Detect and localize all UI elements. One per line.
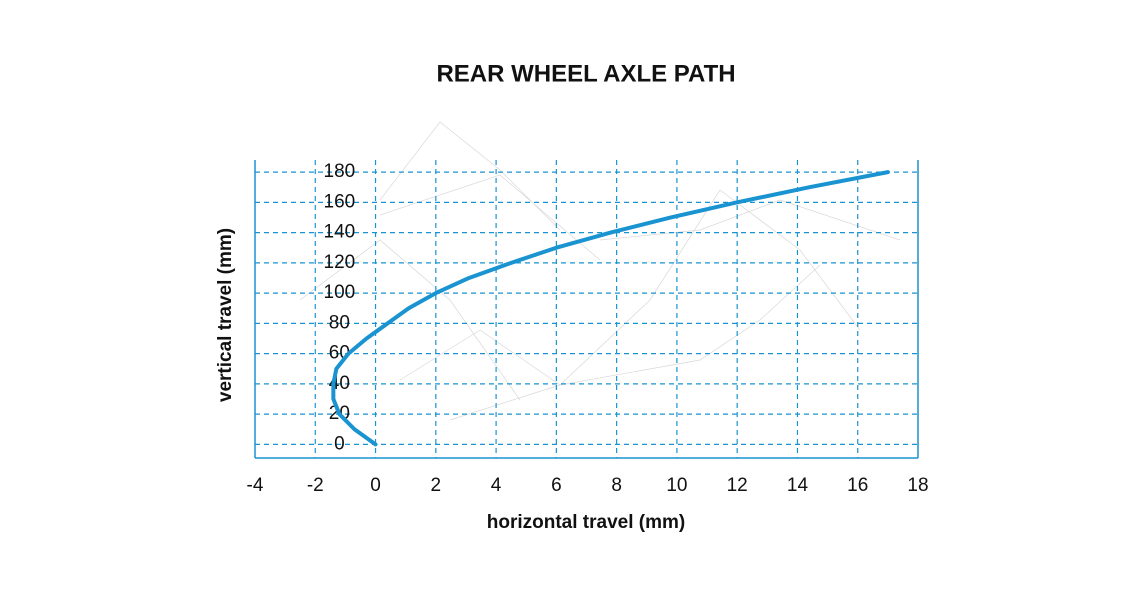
linkage-lines	[299, 121, 901, 421]
y-tick-label: 100	[324, 282, 356, 303]
x-tick-label: 14	[787, 475, 809, 496]
y-tick-label: 0	[334, 433, 345, 454]
x-tick-label: -2	[307, 475, 324, 496]
x-tick-label: 8	[611, 475, 622, 496]
y-tick-label: 140	[324, 222, 356, 243]
y-tick-label: 80	[329, 312, 350, 333]
y-tick-label: 160	[324, 191, 356, 212]
y-axis-title: vertical travel (mm)	[215, 228, 236, 402]
x-tick-label: 16	[847, 475, 868, 496]
y-tick-label: 120	[324, 252, 356, 273]
x-tick-label: -4	[247, 475, 264, 496]
x-tick-label: 6	[551, 475, 562, 496]
x-tick-label: 4	[491, 475, 502, 496]
x-tick-label: 2	[431, 475, 442, 496]
background-linkage	[299, 121, 901, 421]
x-tick-label: 10	[666, 475, 687, 496]
chart-title: REAR WHEEL AXLE PATH	[436, 60, 735, 87]
axle-path-line	[331, 170, 890, 447]
x-tick-label: 0	[370, 475, 381, 496]
x-axis-title: horizontal travel (mm)	[487, 512, 685, 533]
x-tick-label: 18	[907, 475, 928, 496]
y-tick-label: 180	[324, 161, 356, 182]
x-tick-label: 12	[727, 475, 748, 496]
